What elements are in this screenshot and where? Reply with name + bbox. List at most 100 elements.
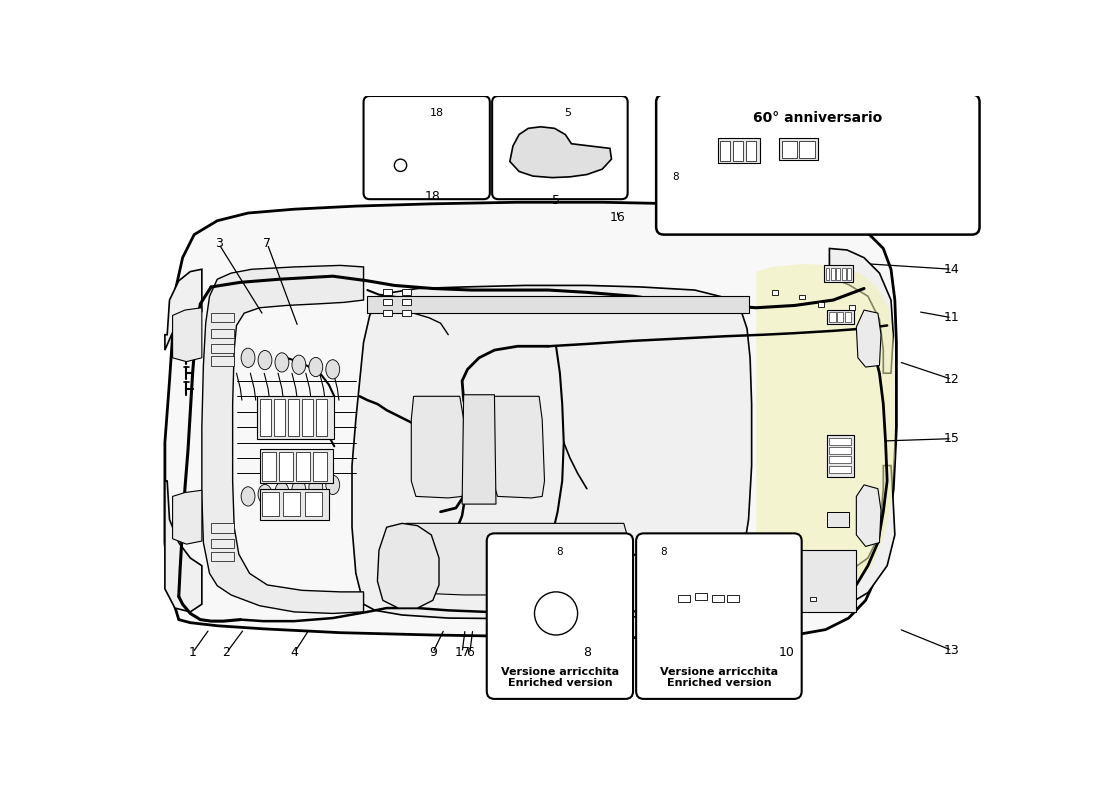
FancyBboxPatch shape — [636, 534, 802, 699]
Ellipse shape — [241, 348, 255, 367]
Text: 60° anniversario: 60° anniversario — [754, 110, 882, 125]
Bar — [757, 550, 856, 612]
Bar — [727, 595, 739, 602]
Bar — [678, 595, 690, 602]
Text: a passion: a passion — [310, 550, 547, 598]
Bar — [827, 310, 854, 324]
Bar — [279, 452, 293, 481]
Bar — [403, 299, 411, 306]
Text: Enriched version: Enriched version — [507, 678, 613, 688]
Text: 8: 8 — [583, 646, 591, 659]
Bar — [260, 449, 332, 483]
Bar — [262, 492, 278, 517]
Text: 1: 1 — [189, 646, 197, 659]
Text: 7: 7 — [263, 238, 272, 250]
Text: 4: 4 — [290, 646, 298, 659]
Text: 2: 2 — [222, 646, 230, 659]
Polygon shape — [377, 523, 439, 608]
Bar — [274, 399, 285, 436]
Polygon shape — [165, 202, 896, 638]
Bar — [733, 141, 744, 161]
Bar — [211, 538, 234, 548]
Text: 9: 9 — [429, 646, 437, 659]
Bar — [837, 312, 844, 322]
Bar — [794, 604, 801, 609]
Bar — [824, 266, 854, 282]
Polygon shape — [510, 126, 612, 178]
Text: 6: 6 — [466, 646, 474, 659]
Bar — [211, 356, 234, 366]
Bar — [836, 268, 840, 280]
Bar — [712, 595, 724, 602]
Polygon shape — [165, 481, 202, 612]
Ellipse shape — [275, 353, 289, 372]
Bar — [717, 138, 760, 163]
Polygon shape — [411, 396, 465, 498]
Polygon shape — [202, 266, 363, 614]
Text: Versione arricchita: Versione arricchita — [500, 667, 619, 677]
Ellipse shape — [309, 358, 322, 377]
FancyBboxPatch shape — [492, 96, 628, 199]
Bar — [800, 141, 815, 158]
Bar — [695, 593, 707, 599]
Ellipse shape — [275, 482, 289, 502]
Bar — [262, 452, 276, 481]
Bar — [403, 289, 411, 294]
Bar — [260, 489, 329, 519]
Bar — [818, 302, 824, 307]
Bar — [288, 399, 299, 436]
Bar — [261, 399, 271, 436]
Bar — [301, 399, 312, 436]
Bar — [827, 512, 849, 527]
Bar — [810, 597, 816, 601]
Bar — [829, 312, 836, 322]
Ellipse shape — [326, 475, 340, 494]
Bar — [779, 604, 785, 609]
Bar — [845, 312, 851, 322]
FancyBboxPatch shape — [656, 94, 980, 234]
Bar — [211, 329, 234, 338]
Text: 10: 10 — [779, 646, 795, 659]
Ellipse shape — [258, 350, 272, 370]
Bar — [383, 299, 392, 306]
Text: for cars: for cars — [326, 587, 483, 629]
Text: 12: 12 — [944, 373, 959, 386]
Text: 5: 5 — [564, 108, 571, 118]
Polygon shape — [757, 264, 895, 608]
Bar — [720, 141, 730, 161]
FancyBboxPatch shape — [486, 534, 634, 699]
Bar — [782, 141, 797, 158]
Bar — [684, 589, 701, 600]
Text: 16: 16 — [609, 211, 626, 224]
Bar — [830, 268, 835, 280]
Ellipse shape — [309, 478, 322, 497]
Text: Enriched version: Enriched version — [667, 678, 771, 688]
Bar — [383, 310, 392, 316]
Text: 18: 18 — [430, 108, 443, 118]
Bar — [829, 447, 851, 454]
Polygon shape — [462, 394, 496, 504]
Bar — [211, 523, 234, 533]
Bar — [257, 396, 334, 438]
Bar — [367, 296, 748, 313]
Bar — [829, 438, 851, 445]
Polygon shape — [493, 396, 544, 498]
Ellipse shape — [326, 360, 340, 379]
Polygon shape — [829, 249, 893, 373]
Polygon shape — [165, 270, 202, 350]
Text: 18: 18 — [425, 190, 441, 202]
Bar — [849, 306, 855, 310]
Ellipse shape — [258, 485, 272, 504]
Text: 17: 17 — [454, 646, 470, 659]
Bar — [829, 466, 851, 473]
Polygon shape — [829, 466, 895, 608]
Bar — [312, 452, 327, 481]
Bar — [842, 268, 846, 280]
Text: 8: 8 — [557, 547, 563, 557]
Ellipse shape — [292, 480, 306, 499]
Bar — [211, 552, 234, 561]
Text: EL: EL — [310, 348, 713, 645]
Polygon shape — [173, 308, 202, 362]
Polygon shape — [856, 310, 881, 367]
FancyBboxPatch shape — [363, 96, 490, 199]
